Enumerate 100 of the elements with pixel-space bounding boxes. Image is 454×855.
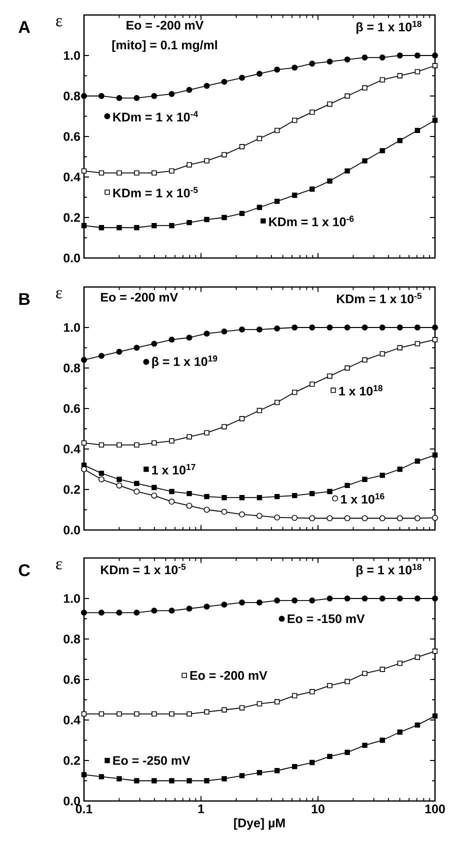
point (396, 324, 403, 330)
point (98, 170, 104, 176)
legend-label: KDm = 1 x 10$^{-4}$ (113, 111, 198, 122)
point (326, 58, 333, 65)
y-tick-label: 0.2 (64, 485, 80, 494)
point (292, 118, 298, 123)
point (380, 666, 385, 672)
point (380, 77, 385, 82)
point (81, 222, 87, 228)
point (221, 328, 228, 335)
point (327, 488, 332, 494)
point (151, 340, 158, 347)
legend-label: 1 x 10$^{18}$ (339, 384, 382, 396)
point (414, 69, 420, 74)
point (256, 770, 262, 776)
point (81, 711, 87, 717)
point (152, 778, 157, 784)
point (134, 488, 140, 495)
point (116, 482, 122, 488)
point (327, 178, 332, 184)
point (204, 709, 210, 714)
point (116, 225, 122, 230)
point (256, 136, 262, 142)
point (256, 204, 262, 210)
point (81, 440, 87, 446)
chart-title: A (18, 21, 30, 33)
point (239, 210, 245, 216)
point (414, 595, 420, 602)
point (327, 754, 332, 760)
x-tick-label: 10 (312, 804, 324, 814)
annotation: β = 1 x 10$^{18}$ (356, 20, 422, 34)
point (204, 506, 210, 513)
point (432, 118, 438, 123)
point (396, 595, 403, 602)
point (204, 216, 210, 222)
y-tick-label: 0.0 (64, 796, 80, 806)
point (152, 711, 157, 717)
point (310, 110, 315, 115)
legend-label: Eo = -150 mV (288, 614, 365, 624)
point (256, 600, 262, 606)
point (98, 774, 104, 780)
point (221, 78, 228, 85)
point (344, 324, 350, 330)
point (326, 595, 333, 602)
point (379, 515, 386, 522)
point (134, 95, 140, 102)
point (414, 654, 420, 660)
point (274, 66, 280, 73)
point (432, 514, 438, 521)
point (98, 476, 104, 482)
point (414, 341, 420, 346)
y-tick-label: 0.8 (64, 92, 80, 100)
point (116, 711, 122, 717)
y-tick-label: 1.0 (64, 594, 80, 603)
point (98, 470, 104, 476)
point (362, 595, 368, 602)
point (362, 85, 368, 90)
y-tick-label: 1.0 (64, 323, 80, 332)
x-axis-title: [Dye] µM (234, 818, 285, 830)
point (326, 324, 333, 330)
point (169, 711, 174, 717)
point (362, 54, 368, 61)
point (344, 93, 350, 99)
point (380, 351, 385, 356)
annotation: [mito] = 0.1 mg/ml (112, 40, 217, 52)
point (380, 472, 385, 478)
legend-label: Eo = -200 mV (190, 671, 268, 680)
y-tick-label: 0.4 (64, 444, 80, 454)
point (204, 430, 210, 436)
point (98, 92, 104, 99)
point (152, 170, 157, 176)
y-tick-label: 0.2 (64, 756, 80, 765)
point (414, 458, 420, 464)
y-tick-label: 0.8 (64, 364, 80, 372)
point (222, 707, 227, 712)
point (81, 356, 87, 363)
point (221, 602, 228, 608)
y-axis-title: ε (56, 18, 62, 26)
x-tick-label: 100 (425, 804, 445, 814)
point (310, 490, 315, 496)
point (362, 158, 368, 164)
point (116, 476, 122, 482)
point (186, 778, 192, 784)
point (344, 678, 350, 684)
point (274, 494, 280, 500)
point (292, 492, 298, 498)
point (274, 128, 280, 134)
y-tick-label: 0.4 (64, 172, 80, 182)
point (169, 168, 174, 174)
point (81, 168, 87, 174)
point (432, 324, 438, 330)
point (168, 336, 175, 343)
point (151, 92, 158, 99)
y-tick-label: 0.6 (64, 675, 80, 684)
point (168, 90, 175, 97)
point (98, 711, 104, 717)
point (344, 515, 350, 522)
point (169, 488, 174, 494)
point (396, 515, 403, 522)
point (186, 434, 192, 440)
